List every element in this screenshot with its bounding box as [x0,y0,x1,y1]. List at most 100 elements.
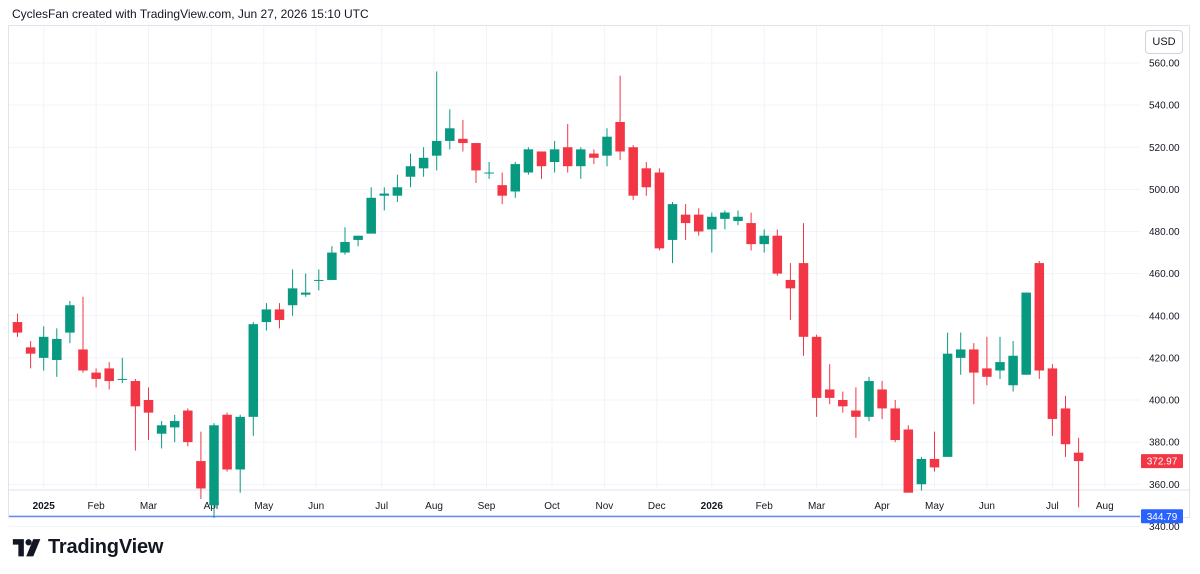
candle-body [536,151,547,167]
candle[interactable] [445,109,455,150]
candle[interactable] [707,212,717,253]
candle[interactable] [824,364,835,405]
candle[interactable] [25,341,36,369]
candle[interactable] [680,204,691,240]
candle[interactable] [955,332,966,375]
y-tick-label: 420.00 [1149,353,1180,364]
candle[interactable] [693,208,704,236]
candle[interactable] [52,328,62,377]
candle-body [287,288,298,306]
candle-body [851,410,861,417]
currency-selector-button[interactable]: USD [1145,30,1183,54]
candle[interactable] [248,322,259,436]
candle[interactable] [392,174,403,203]
candle[interactable] [38,326,49,371]
candle[interactable] [222,412,232,472]
candle[interactable] [602,128,612,167]
candle[interactable] [720,210,730,230]
candle-body [366,197,376,234]
candle[interactable] [91,368,101,388]
candle[interactable] [104,362,114,390]
candle[interactable] [523,147,534,175]
candle[interactable] [759,229,769,253]
candle[interactable] [78,296,88,373]
candle-body [903,429,914,493]
candle[interactable] [143,387,154,441]
candle[interactable] [65,301,75,344]
candle[interactable] [287,269,298,316]
candle[interactable] [130,378,141,451]
candle[interactable] [838,391,848,413]
candle[interactable] [733,210,743,226]
candle[interactable] [431,71,442,171]
candle[interactable] [864,376,874,422]
candle[interactable] [982,336,992,386]
candle-body [1060,408,1071,445]
candle[interactable] [510,161,521,198]
candle[interactable] [183,408,193,447]
candle[interactable] [340,227,350,255]
candle[interactable] [1008,341,1018,392]
candle[interactable] [969,343,979,405]
candle[interactable] [458,119,468,152]
candle[interactable] [785,263,796,320]
candle[interactable] [117,357,128,384]
candle-body [1047,368,1058,419]
candle[interactable] [929,431,940,472]
candle[interactable] [353,235,363,247]
candle[interactable] [628,145,638,200]
candle[interactable] [12,313,23,337]
candle[interactable] [916,456,927,491]
candle[interactable] [314,269,324,291]
y-tick-label: 360.00 [1149,480,1180,491]
candle[interactable] [942,332,953,457]
candle[interactable] [235,414,245,493]
candle[interactable] [274,303,285,329]
candle[interactable] [562,124,573,173]
candle[interactable] [641,161,652,196]
candle[interactable] [536,151,547,179]
candle[interactable] [890,400,900,443]
candle[interactable] [156,421,167,449]
candle[interactable] [667,202,678,264]
candle[interactable] [877,381,887,419]
candle[interactable] [484,161,494,179]
candle[interactable] [209,423,219,518]
candle[interactable] [576,147,586,179]
candle[interactable] [327,246,337,280]
candle[interactable] [366,187,376,234]
candle-body [693,214,704,232]
candle[interactable] [1021,292,1031,375]
candle[interactable] [995,336,1005,379]
candle[interactable] [497,172,507,205]
candle[interactable] [405,153,416,188]
candle[interactable] [471,143,481,184]
candle[interactable] [746,212,756,251]
candle-body [667,204,678,240]
y-tick-label: 480.00 [1149,227,1180,238]
candle[interactable] [549,140,560,173]
candle[interactable] [1047,364,1058,436]
candle[interactable] [811,334,822,417]
candle[interactable] [851,387,861,438]
candle[interactable] [654,168,665,251]
candle[interactable] [798,223,809,356]
candle[interactable] [169,414,180,443]
candle[interactable] [1073,437,1084,508]
candle[interactable] [772,229,783,276]
last-price-badge [1141,454,1183,469]
candle[interactable] [379,187,390,211]
candle[interactable] [196,431,206,499]
tradingview-brand[interactable]: TradingView [12,534,163,560]
x-tick-label: 2025 [33,501,56,512]
candle[interactable] [261,303,272,331]
candle[interactable] [1034,260,1045,379]
candle[interactable] [589,149,599,165]
candle[interactable] [1060,395,1071,457]
candle[interactable] [300,273,311,297]
candle[interactable] [615,75,625,160]
candle[interactable] [903,425,914,493]
candle-body [929,458,940,468]
candle[interactable] [418,147,429,177]
